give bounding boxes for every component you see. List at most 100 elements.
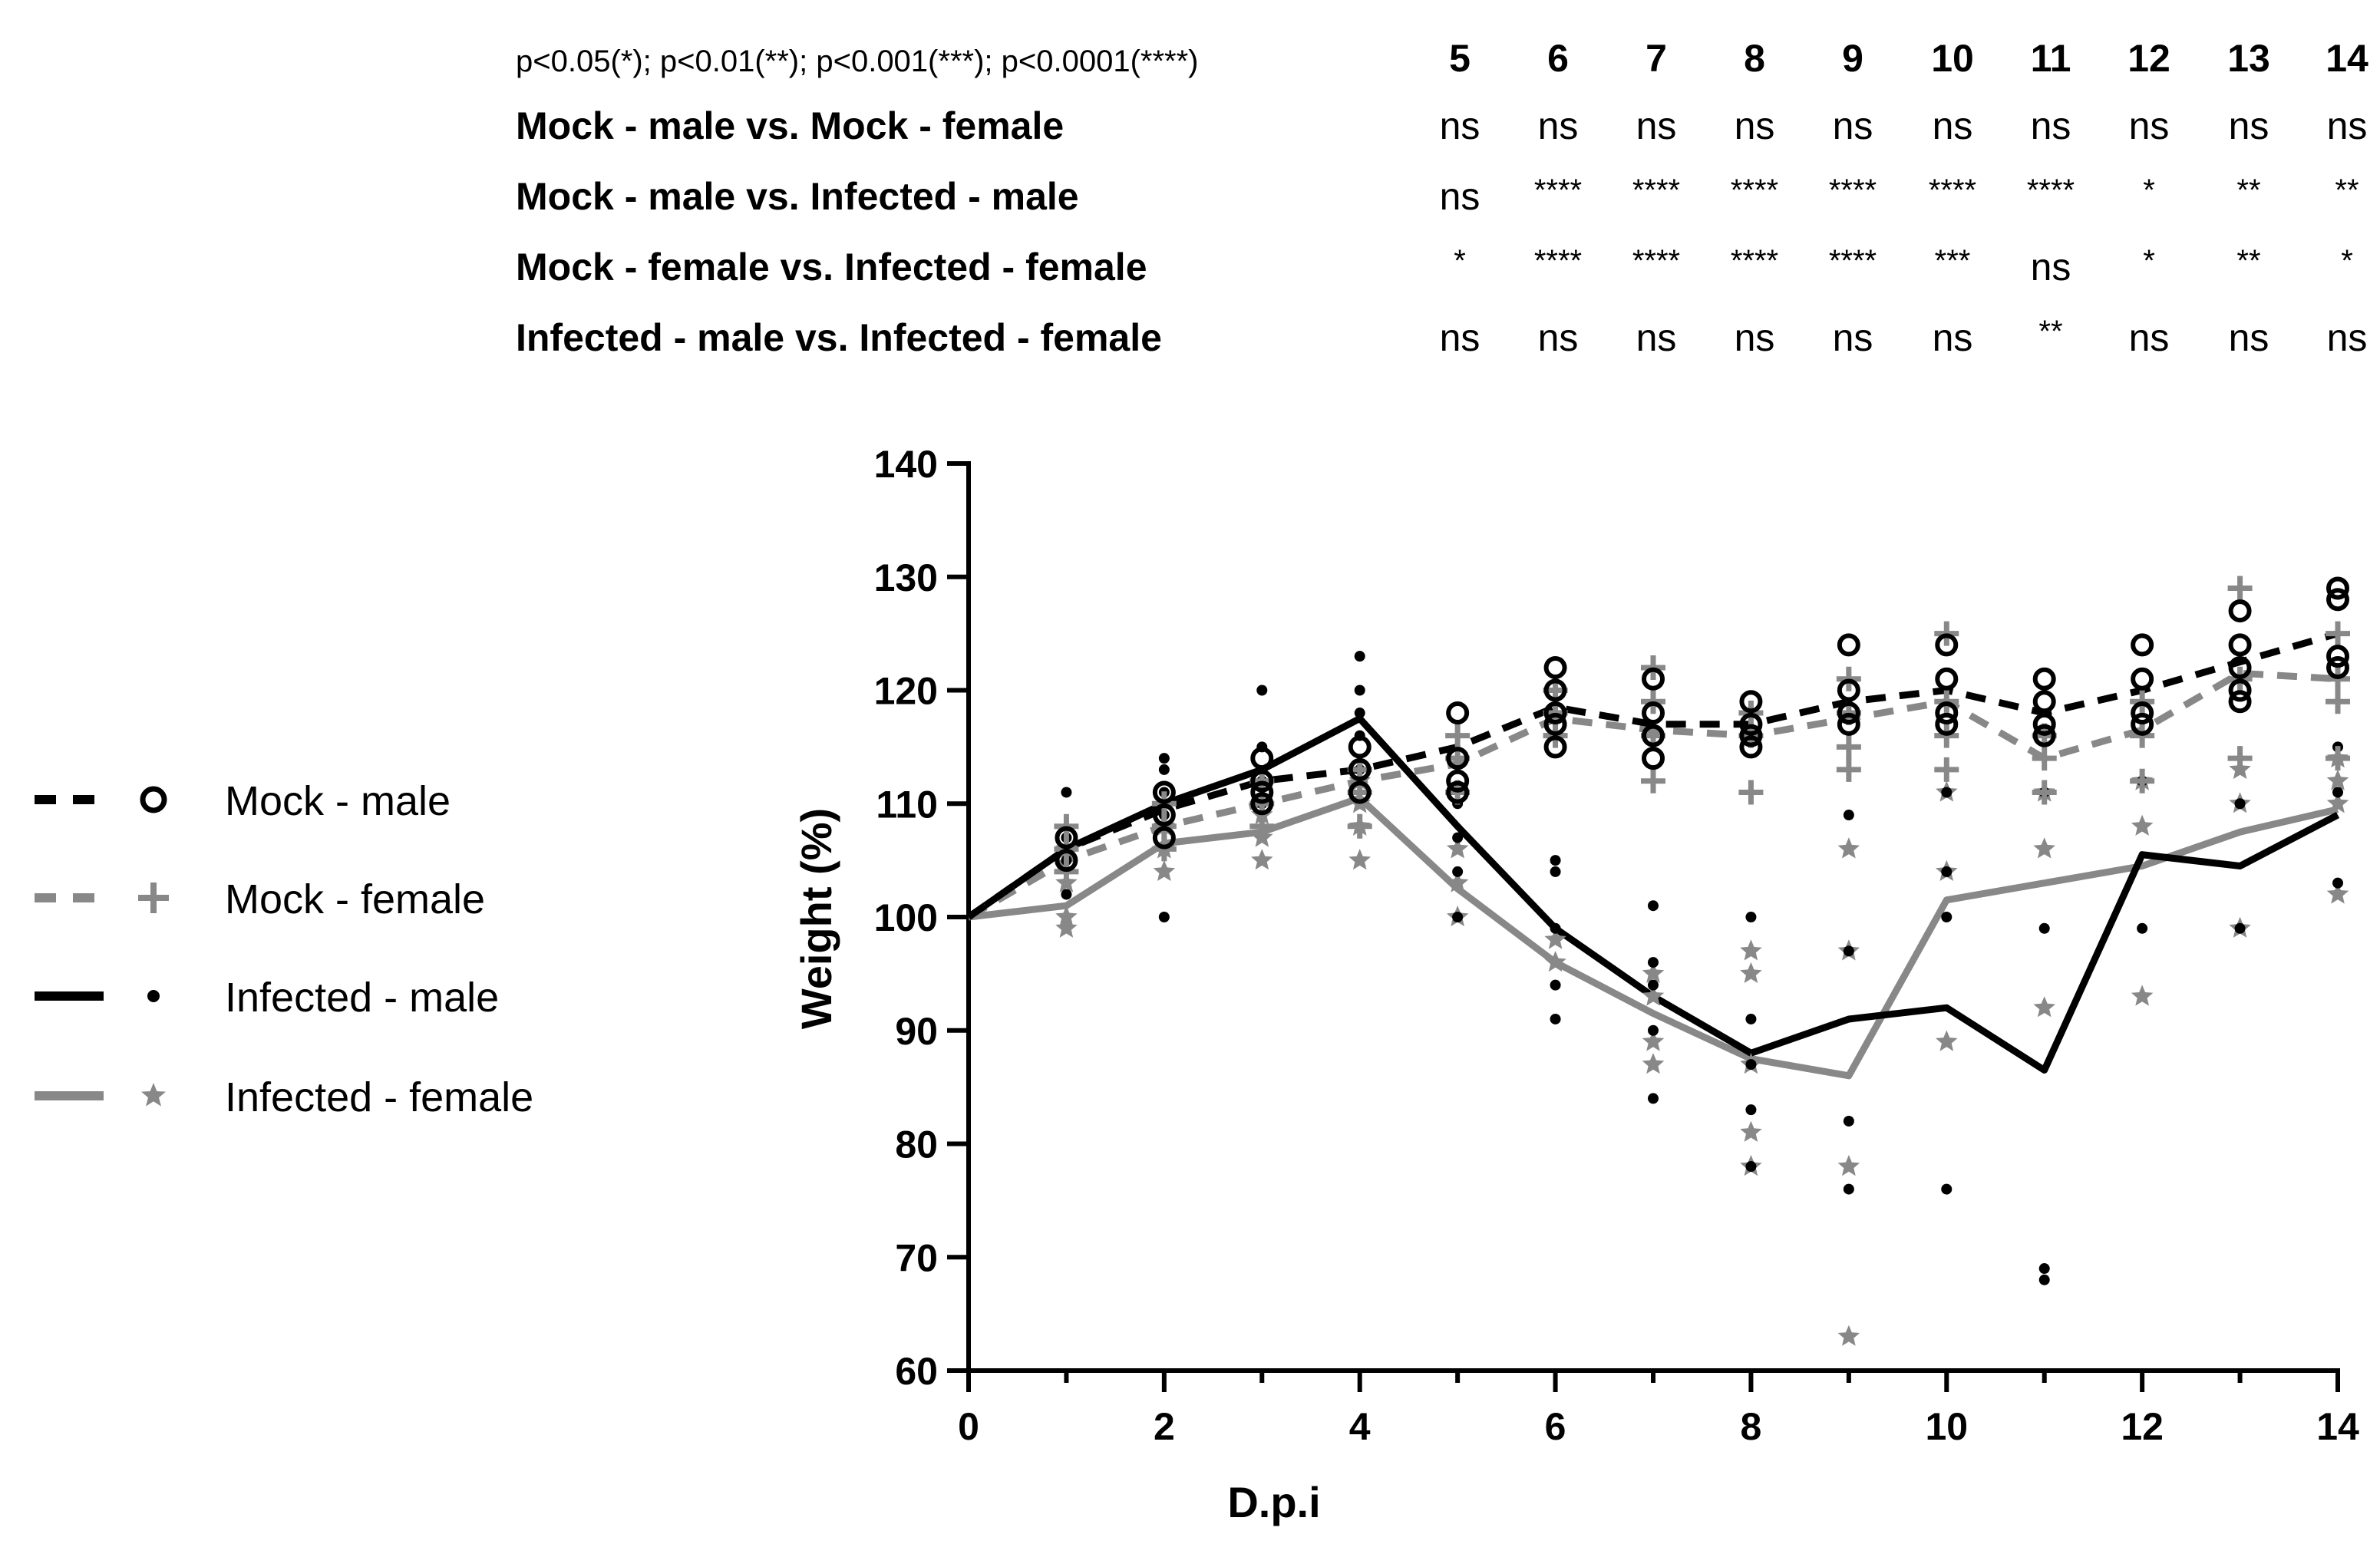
legend-marker-infected-female — [141, 1083, 166, 1107]
x-tick-label: 8 — [1741, 1405, 1762, 1448]
day-header-7: 7 — [1646, 37, 1667, 80]
data-point — [2032, 746, 2057, 771]
data-point — [1055, 916, 1078, 938]
data-point — [2131, 814, 2154, 836]
data-point — [1152, 826, 1176, 850]
series-points — [1054, 576, 2350, 1346]
data-point — [1348, 757, 1372, 781]
legend-label-infected-male: Infected - male — [225, 975, 499, 1021]
significance-cell: ** — [2236, 173, 2260, 207]
data-point — [1745, 1161, 1757, 1173]
data-point — [1152, 780, 1176, 804]
data-point — [1740, 939, 1762, 961]
legend-item-mock-male: Mock - male — [35, 778, 451, 824]
significance-cell: *** — [1935, 244, 1971, 278]
significance-cell: **** — [1534, 173, 1582, 207]
points-mock-female — [1054, 576, 2350, 884]
data-point — [2032, 724, 2056, 747]
data-point — [2332, 877, 2343, 889]
data-point — [1550, 855, 1561, 866]
day-header-10: 10 — [1931, 37, 1974, 80]
data-point — [2032, 690, 2056, 714]
data-point — [1055, 849, 1078, 873]
data-point — [2137, 922, 2148, 934]
significance-cell: ns — [1833, 104, 1873, 147]
data-point — [1740, 962, 1762, 983]
points-infected-male — [1061, 651, 2343, 1285]
p-value-legend: p<0.05(*); p<0.01(**); p<0.001(***); p<0… — [516, 45, 1198, 78]
data-point — [1158, 912, 1170, 922]
significance-cell: ns — [2229, 104, 2269, 147]
data-point — [2032, 667, 2056, 691]
data-point — [1836, 734, 1861, 760]
data-point — [2326, 645, 2349, 668]
data-point — [1348, 849, 1371, 870]
data-point — [1739, 712, 1763, 736]
data-point — [1745, 1059, 1757, 1071]
y-tick-label: 70 — [895, 1236, 938, 1279]
data-point — [1941, 866, 1953, 877]
x-tick-label: 10 — [1925, 1405, 1968, 1448]
data-point — [2326, 576, 2349, 600]
significance-cell: **** — [1829, 173, 1877, 207]
data-point — [1061, 787, 1072, 798]
series-line-mock-male — [966, 630, 2339, 920]
significance-cell: ns — [1636, 104, 1677, 147]
data-point — [2228, 633, 2252, 657]
series-line-infected-female — [968, 794, 2339, 1080]
data-point — [1837, 712, 1860, 736]
significance-cell: ns — [1538, 104, 1579, 147]
significance-cell: ns — [1636, 316, 1677, 359]
data-point — [1843, 810, 1854, 821]
data-point — [1543, 712, 1567, 736]
data-point — [1740, 1120, 1762, 1142]
y-axis-label: Weight (%) — [792, 808, 840, 1029]
data-point — [2326, 588, 2349, 612]
data-point — [1648, 900, 1659, 912]
data-point — [1836, 757, 1861, 782]
x-tick-label: 0 — [958, 1405, 979, 1448]
significance-cell: ns — [1440, 316, 1480, 359]
data-point — [1641, 768, 1665, 793]
significance-cell: **** — [1534, 244, 1582, 278]
data-point — [1354, 708, 1365, 719]
significance-cell: ns — [1933, 104, 1973, 147]
y-tick-label: 100 — [874, 896, 938, 939]
legend-marker-mock-male — [140, 786, 167, 813]
significance-cell: ns — [1440, 104, 1480, 147]
data-point — [1642, 962, 1665, 983]
data-point — [1354, 651, 1365, 662]
data-point — [1843, 945, 1854, 957]
data-point — [1446, 701, 1470, 725]
data-point — [1452, 832, 1464, 843]
data-point — [2234, 798, 2246, 810]
data-point — [2326, 883, 2349, 904]
legend-item-infected-female: Infected - female — [35, 1074, 533, 1120]
data-point — [1642, 701, 1665, 725]
day-header-5: 5 — [1449, 37, 1471, 80]
data-point — [1642, 1030, 1665, 1051]
data-point — [1837, 678, 1860, 702]
data-point — [2326, 689, 2350, 714]
significance-cell: * — [1454, 244, 1466, 278]
data-point — [2234, 922, 2246, 934]
data-point — [1153, 859, 1176, 881]
significance-cell: * — [2143, 173, 2155, 207]
significance-cell: ns — [2229, 316, 2269, 359]
x-tick-label: 6 — [1545, 1405, 1566, 1448]
y-tick-label: 80 — [895, 1123, 938, 1166]
data-point — [1446, 780, 1470, 804]
data-point — [1445, 723, 1471, 748]
data-point — [1642, 1053, 1665, 1074]
significance-cell: ns — [2031, 246, 2071, 289]
significance-cell: ns — [1538, 316, 1579, 359]
significance-cell: ns — [1833, 316, 1873, 359]
data-point — [1446, 871, 1469, 892]
significance-cell: **** — [1929, 173, 1976, 207]
y-tick-label: 90 — [895, 1010, 938, 1053]
x-axis-label: D.p.i — [1227, 1478, 1320, 1526]
data-point — [2227, 746, 2253, 771]
y-tick-label: 140 — [874, 443, 938, 486]
data-point — [1941, 787, 1953, 798]
legend-label-mock-male: Mock - male — [225, 778, 451, 824]
